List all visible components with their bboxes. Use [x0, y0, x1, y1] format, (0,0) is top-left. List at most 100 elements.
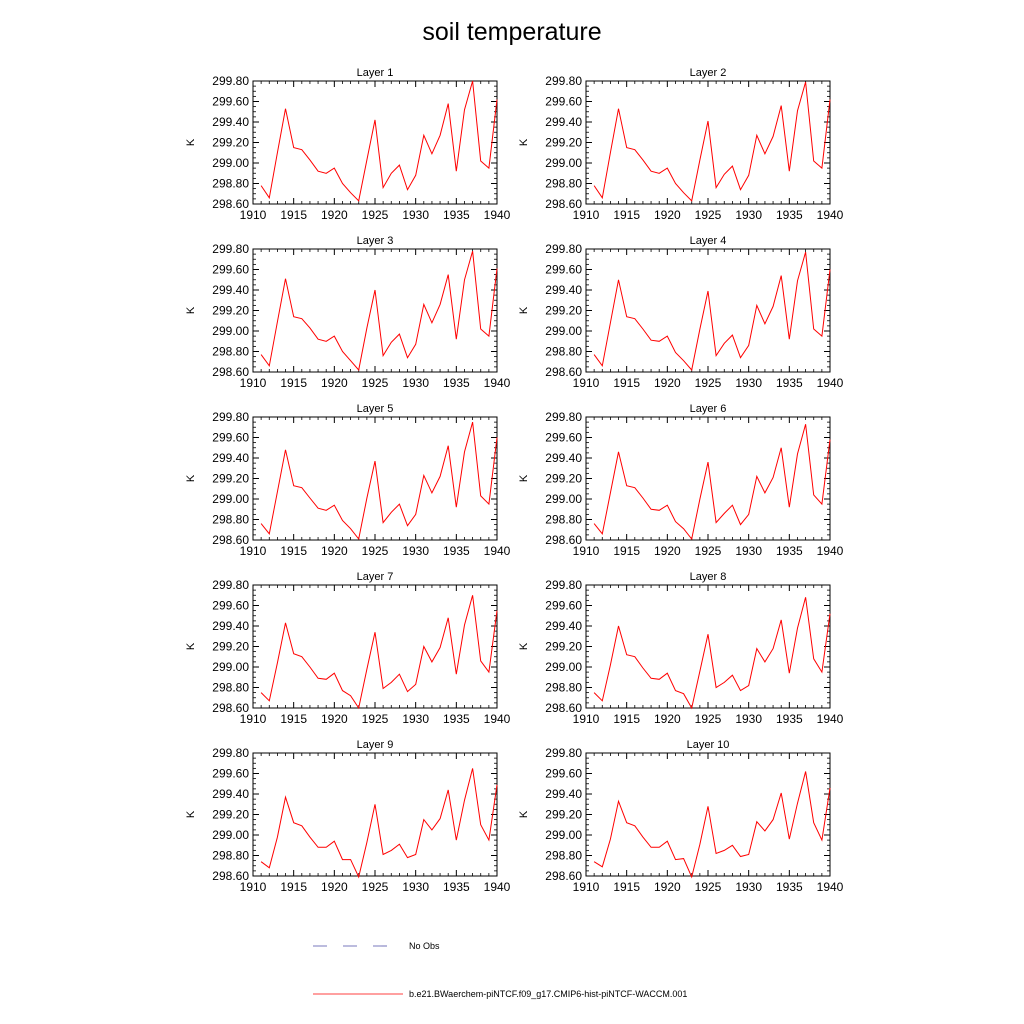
y-tick-label: 299.00 [545, 156, 582, 170]
y-tick-label: 299.60 [212, 767, 249, 781]
x-tick-label: 1930 [402, 208, 429, 222]
x-tick-label: 1915 [280, 712, 307, 726]
y-tick-label: 299.20 [545, 304, 582, 318]
y-tick-label: 298.60 [212, 365, 249, 379]
panel-10: Layer 10 1910 1915 1920 1925 1930 1935 1940 298.… [518, 739, 844, 894]
y-tick-label: 299.20 [212, 304, 249, 318]
x-tick-label: 1940 [484, 880, 511, 894]
y-tick-label: 299.00 [545, 492, 582, 506]
legend-label: No Obs [409, 941, 440, 951]
x-tick-label: 1935 [443, 544, 470, 558]
y-tick-label: 299.20 [545, 640, 582, 654]
y-tick-label: 299.60 [212, 431, 249, 445]
y-tick-label: 299.20 [212, 808, 249, 822]
x-tick-label: 1930 [402, 376, 429, 390]
x-tick-label: 1930 [735, 712, 762, 726]
y-tick-label: 299.80 [212, 578, 249, 592]
x-tick-label: 1910 [240, 544, 267, 558]
x-tick-label: 1920 [654, 544, 681, 558]
series-line [593, 424, 831, 541]
y-tick-label: 299.60 [212, 95, 249, 109]
y-tick-label: 299.80 [212, 242, 249, 256]
legend-item: b.e21.BWaerchem-piNTCF.f09_g17.CMIP6-his… [313, 989, 687, 999]
y-tick-label: 299.80 [545, 242, 582, 256]
y-tick-label: 299.00 [545, 324, 582, 338]
legend: No Obs b.e21.BWaerchem-piNTCF.f09_g17.CMI… [313, 941, 687, 999]
y-axis-label: K [518, 306, 530, 314]
y-tick-label: 299.60 [545, 431, 582, 445]
y-tick-label: 298.80 [545, 849, 582, 863]
x-tick-label: 1935 [443, 712, 470, 726]
x-tick-label: 1910 [240, 880, 267, 894]
panel-title: Layer 9 [357, 739, 394, 751]
x-tick-label: 1920 [321, 712, 348, 726]
x-tick-label: 1930 [735, 880, 762, 894]
x-tick-label: 1940 [484, 712, 511, 726]
legend-item: No Obs [313, 941, 440, 951]
x-tick-label: 1935 [443, 376, 470, 390]
panels-grid: Layer 1 1910 1915 1920 1925 1930 1935 1940 298.6… [185, 67, 844, 894]
x-tick-label: 1915 [280, 544, 307, 558]
y-tick-label: 299.60 [545, 599, 582, 613]
x-tick-label: 1935 [776, 880, 803, 894]
series-line [260, 768, 498, 879]
x-tick-label: 1935 [443, 208, 470, 222]
x-tick-label: 1915 [613, 880, 640, 894]
y-tick-label: 298.60 [212, 869, 249, 883]
panel-3: Layer 3 1910 1915 1920 1925 1930 1935 1940 298.6… [185, 235, 511, 390]
y-tick-label: 298.60 [212, 197, 249, 211]
x-tick-label: 1915 [280, 376, 307, 390]
plot-frame [585, 752, 831, 877]
series-line [593, 771, 831, 879]
series-line [593, 597, 831, 710]
y-tick-label: 298.60 [545, 869, 582, 883]
y-tick-label: 298.60 [545, 701, 582, 715]
y-tick-label: 298.60 [545, 533, 582, 547]
y-tick-label: 299.40 [545, 283, 582, 297]
y-axis-label: K [518, 810, 530, 818]
y-axis-label: K [185, 810, 197, 818]
x-tick-label: 1930 [735, 208, 762, 222]
x-tick-label: 1925 [695, 544, 722, 558]
x-tick-label: 1925 [695, 376, 722, 390]
y-tick-label: 299.20 [212, 472, 249, 486]
y-tick-label: 298.60 [545, 197, 582, 211]
y-tick-label: 299.00 [212, 828, 249, 842]
panel-6: Layer 6 1910 1915 1920 1925 1930 1935 1940 298.6… [518, 403, 844, 558]
x-tick-label: 1910 [240, 712, 267, 726]
y-tick-label: 298.80 [212, 849, 249, 863]
x-tick-label: 1930 [402, 880, 429, 894]
y-tick-label: 299.00 [545, 660, 582, 674]
y-tick-label: 299.20 [212, 640, 249, 654]
panel-7: Layer 7 1910 1915 1920 1925 1930 1935 1940 298.6… [185, 571, 511, 726]
series-line [260, 595, 498, 710]
x-tick-label: 1935 [776, 376, 803, 390]
x-tick-label: 1940 [484, 376, 511, 390]
panel-2: Layer 2 1910 1915 1920 1925 1930 1935 1940 298.6… [518, 67, 844, 222]
series-line [593, 81, 831, 202]
panel-title: Layer 7 [357, 571, 394, 583]
y-tick-label: 299.60 [545, 767, 582, 781]
x-tick-label: 1915 [613, 712, 640, 726]
x-tick-label: 1935 [776, 712, 803, 726]
panel-1: Layer 1 1910 1915 1920 1925 1930 1935 1940 298.6… [185, 67, 511, 222]
y-axis-label: K [518, 642, 530, 650]
x-tick-label: 1925 [362, 376, 389, 390]
x-tick-label: 1935 [776, 208, 803, 222]
y-tick-label: 298.80 [212, 177, 249, 191]
x-tick-label: 1910 [240, 376, 267, 390]
x-tick-label: 1920 [654, 880, 681, 894]
x-tick-label: 1915 [280, 208, 307, 222]
panel-8: Layer 8 1910 1915 1920 1925 1930 1935 1940 298.6… [518, 571, 844, 726]
y-tick-label: 299.00 [545, 828, 582, 842]
panel-title: Layer 2 [690, 67, 727, 79]
y-tick-label: 299.20 [545, 808, 582, 822]
x-tick-label: 1940 [817, 376, 844, 390]
y-tick-label: 299.40 [212, 283, 249, 297]
y-tick-label: 299.40 [212, 787, 249, 801]
x-tick-label: 1925 [362, 544, 389, 558]
y-axis-label: K [185, 642, 197, 650]
y-tick-label: 299.00 [212, 324, 249, 338]
x-tick-label: 1925 [695, 880, 722, 894]
